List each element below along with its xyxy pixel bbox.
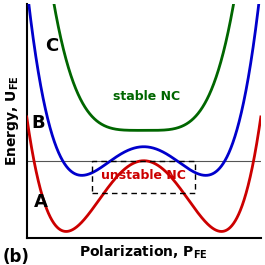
Text: A: A (34, 193, 48, 211)
X-axis label: Polarization, $\mathregular{P_{FE}}$: Polarization, $\mathregular{P_{FE}}$ (80, 244, 208, 261)
Bar (92, 161, 195, 193)
Text: C: C (46, 37, 59, 55)
Text: (b): (b) (3, 248, 29, 265)
Text: B: B (32, 114, 45, 132)
Text: unstable NC: unstable NC (101, 169, 186, 182)
Y-axis label: Energy, $\mathregular{U_{FE}}$: Energy, $\mathregular{U_{FE}}$ (4, 76, 21, 166)
Text: stable NC: stable NC (113, 90, 180, 103)
